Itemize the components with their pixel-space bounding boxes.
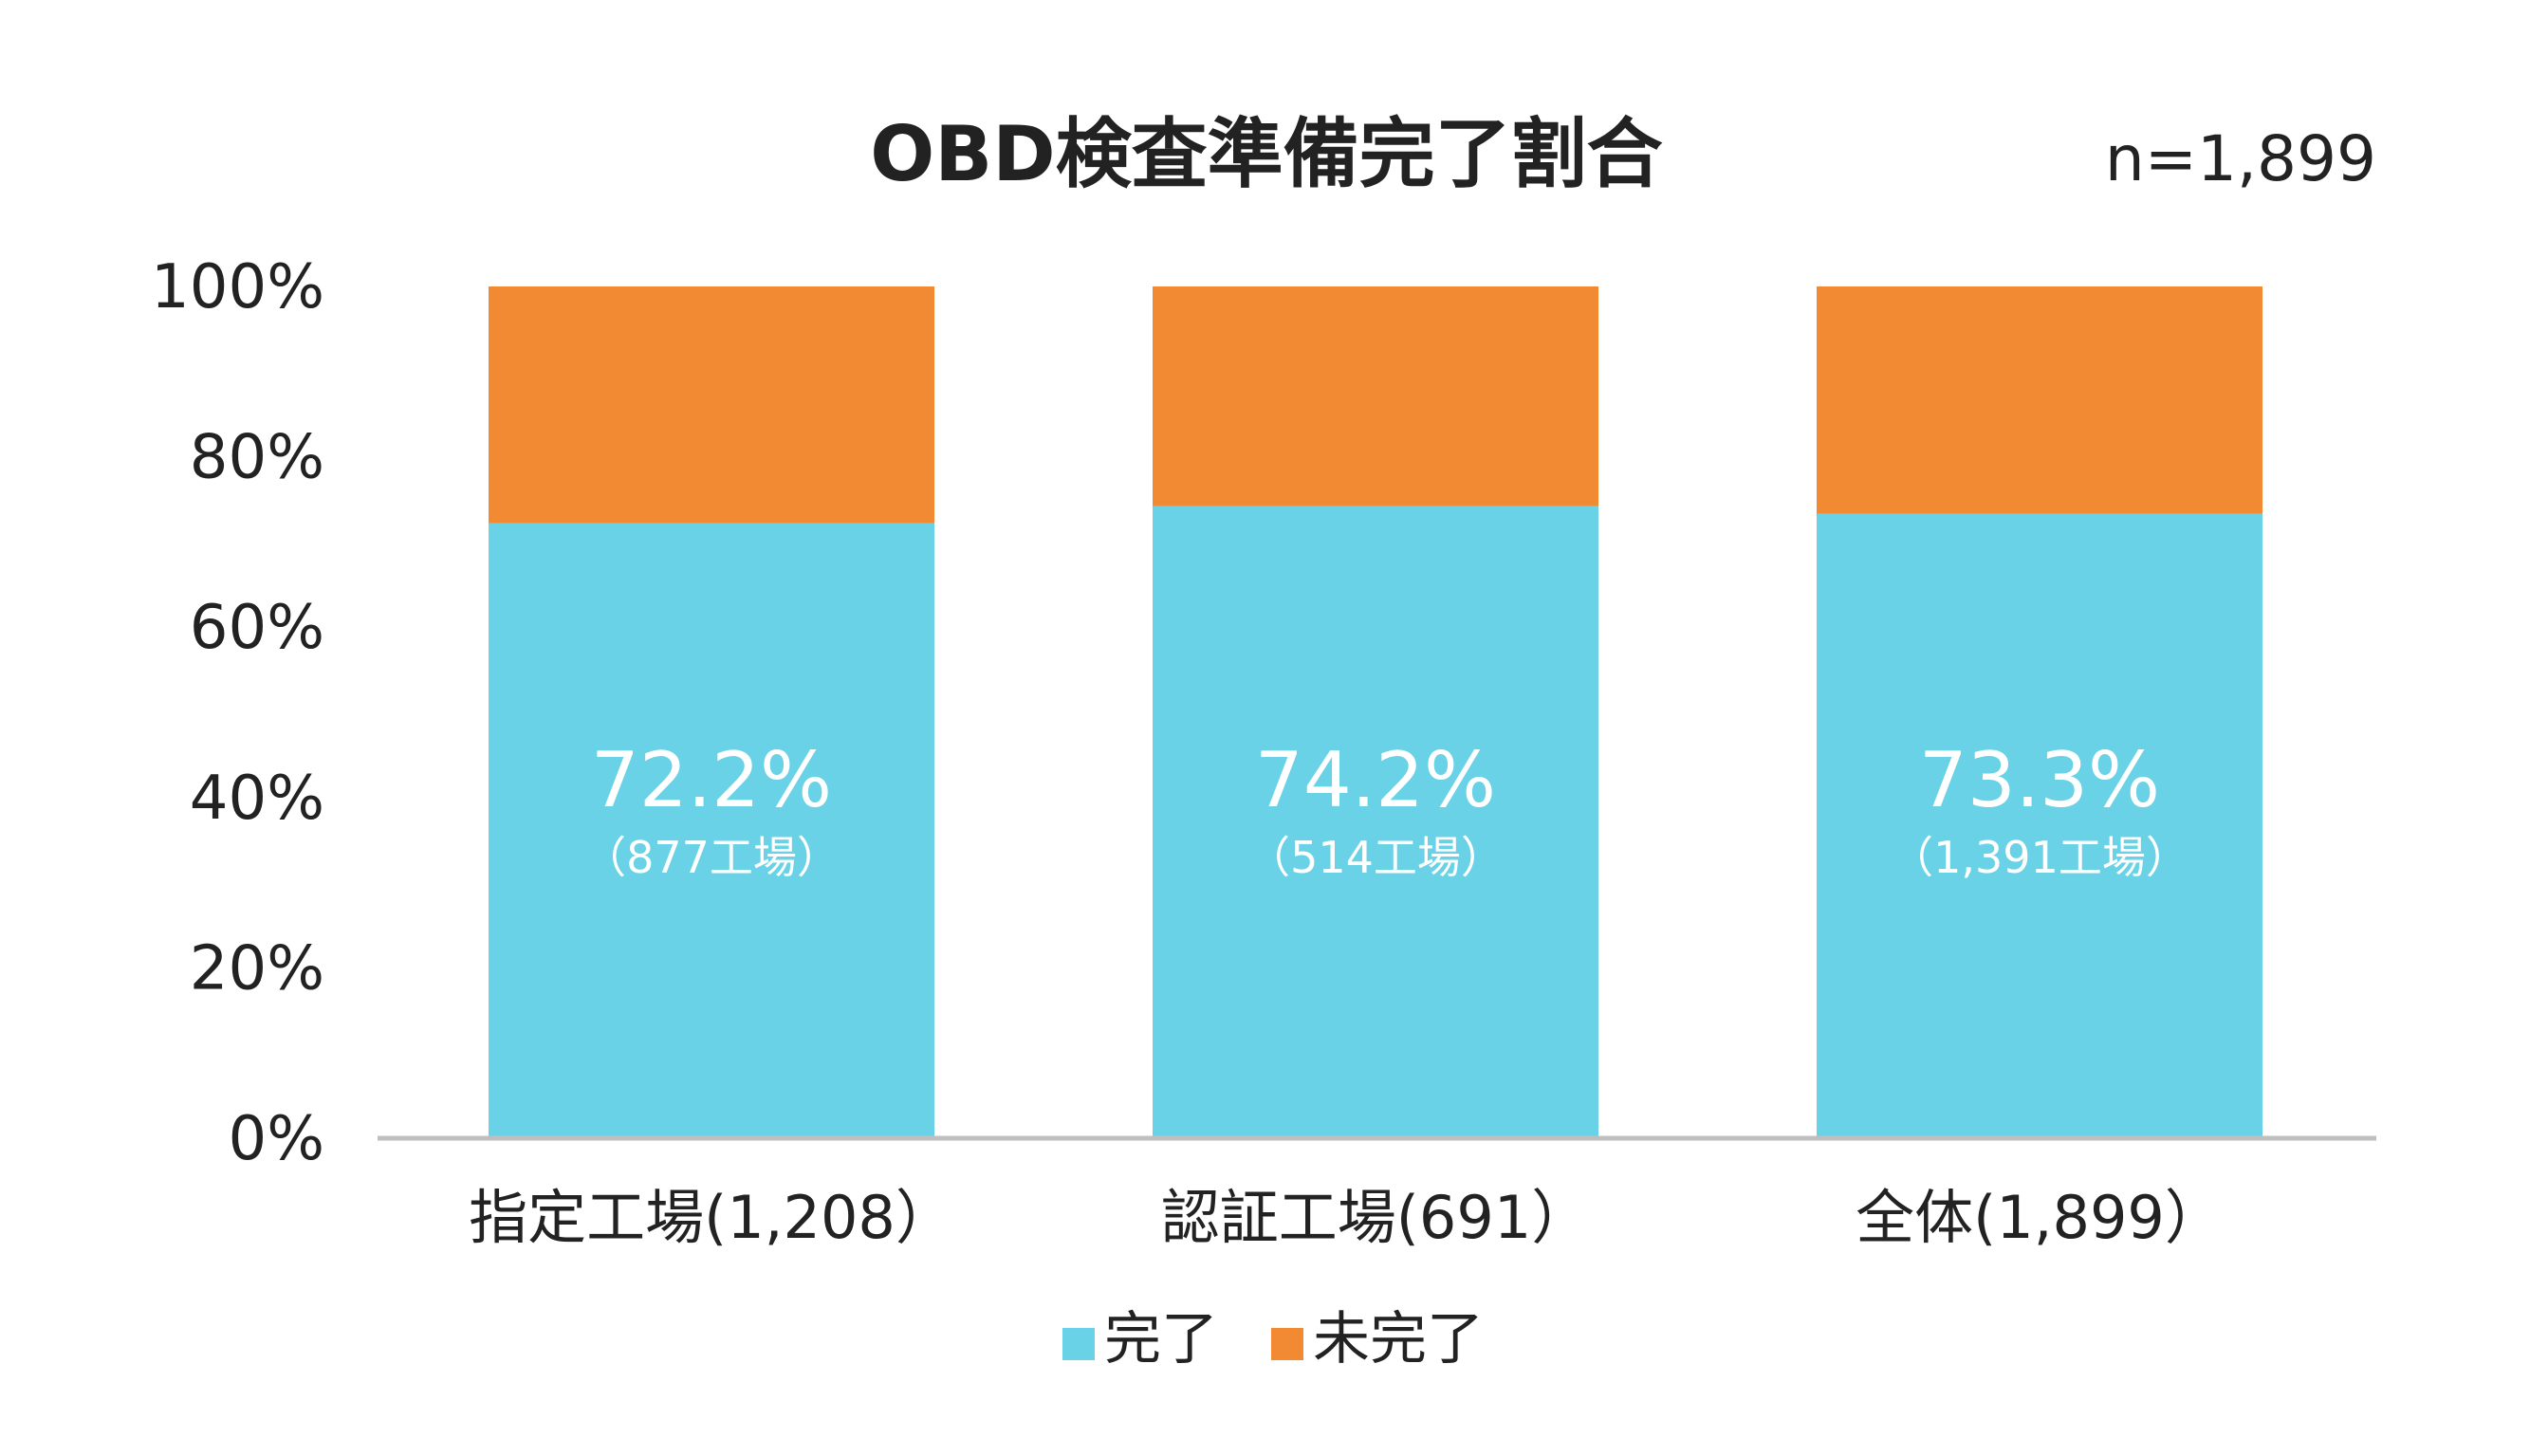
bar-value-label: 74.2% — [1255, 736, 1496, 824]
legend-swatch-completed — [1062, 1328, 1095, 1360]
y-tick-label: 60% — [190, 593, 324, 663]
bar-count-label: （1,391工場） — [1890, 832, 2189, 883]
x-category-label: 指定工場(1,208） — [469, 1183, 954, 1252]
x-category-label: 認証工場(691） — [1161, 1183, 1591, 1252]
bar-value-label: 73.3% — [1919, 736, 2160, 824]
bar-segment-completed — [1153, 506, 1598, 1138]
bar-segment-not-completed — [1817, 286, 2262, 514]
legend-label: 未完了 — [1313, 1306, 1484, 1373]
bar-count-label: （877工場） — [582, 832, 840, 883]
bar-segment-completed — [1817, 513, 2262, 1138]
bar-segment-not-completed — [489, 286, 934, 524]
y-tick-label: 0% — [228, 1104, 324, 1174]
x-category-label: 全体(1,899） — [1856, 1183, 2224, 1252]
legend-swatch-not-completed — [1271, 1328, 1303, 1360]
bar-value-label: 72.2% — [591, 736, 832, 824]
y-tick-label: 80% — [190, 423, 324, 493]
sample-size-note: n=1,899 — [2105, 122, 2376, 195]
bar-segment-completed — [489, 523, 934, 1138]
bar-labels: 72.2% （877工場） 74.2% （514工場） 73.3% （1,391工場） — [582, 736, 2189, 883]
legend: 完了 未完了 — [1062, 1306, 1484, 1373]
bar-count-label: （514工場） — [1247, 832, 1505, 883]
bars — [489, 286, 2262, 1138]
y-tick-label: 20% — [190, 933, 324, 1004]
y-axis-ticks: 0% 20% 40% 60% 80% 100% — [151, 252, 324, 1174]
y-tick-label: 40% — [190, 764, 324, 834]
bar-segment-not-completed — [1153, 286, 1598, 507]
y-tick-label: 100% — [151, 252, 324, 323]
chart-title: OBD検査準備完了割合 — [870, 110, 1662, 198]
x-axis-labels: 指定工場(1,208） 認証工場(691） 全体(1,899） — [469, 1183, 2224, 1252]
legend-label: 完了 — [1104, 1306, 1218, 1373]
